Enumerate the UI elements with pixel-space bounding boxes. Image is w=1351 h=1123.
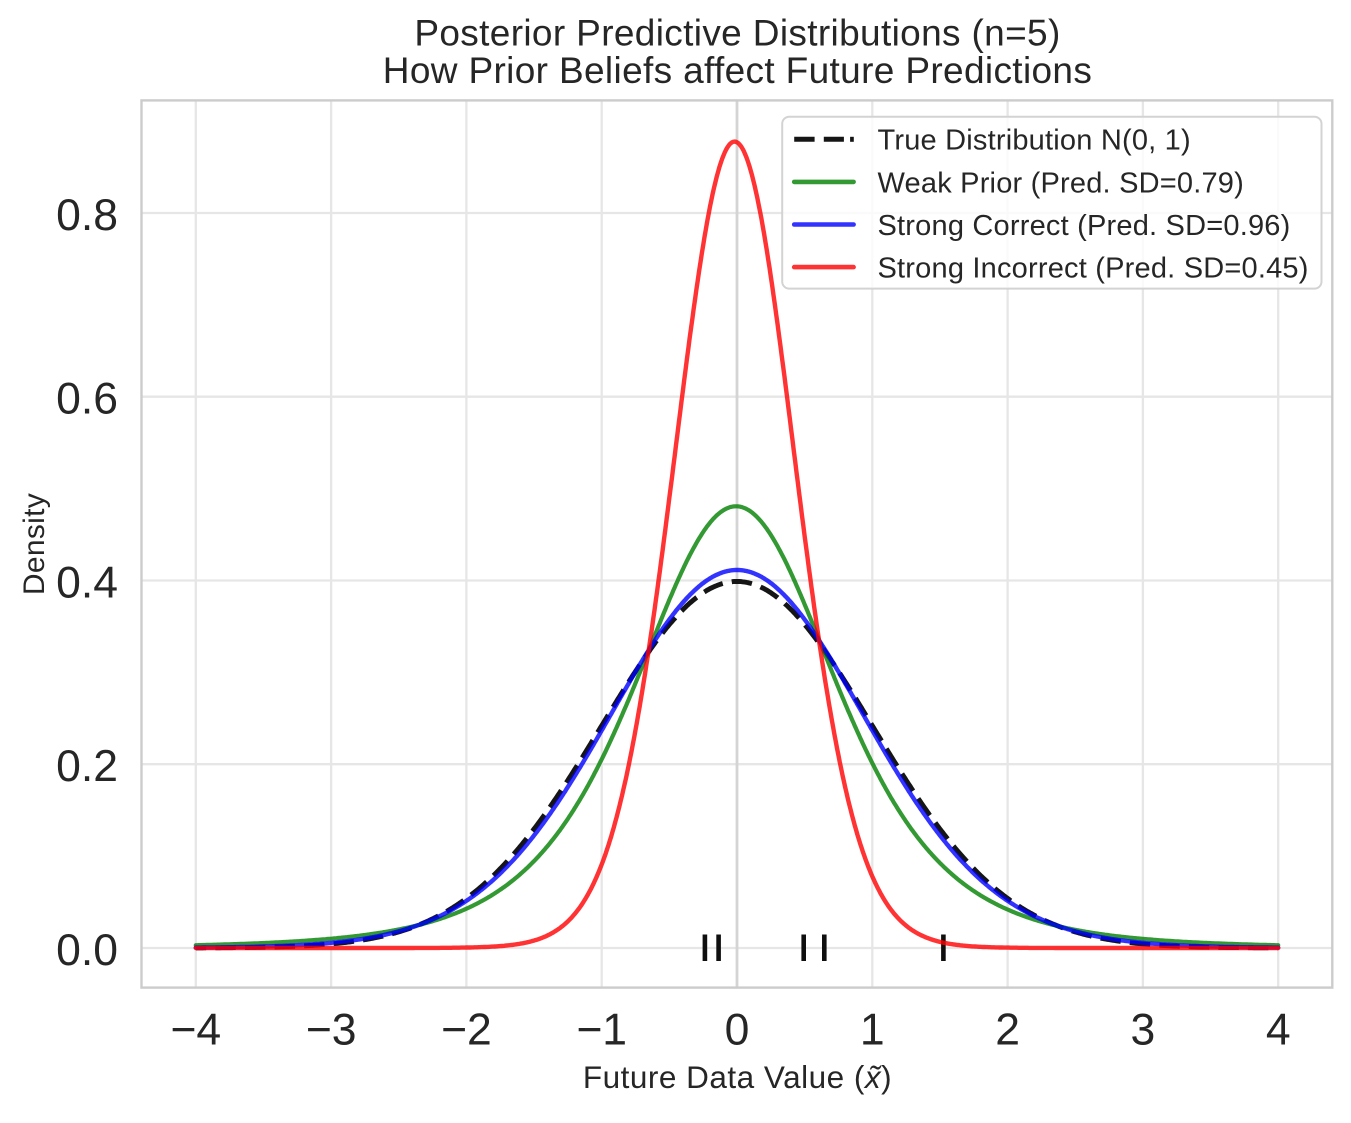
svg-text:0.6: 0.6	[56, 375, 118, 424]
svg-text:Strong Incorrect (Pred. SD=0.4: Strong Incorrect (Pred. SD=0.45)	[878, 253, 1309, 285]
svg-text:True Distribution N(0, 1): True Distribution N(0, 1)	[878, 125, 1191, 157]
svg-text:3: 3	[1131, 1006, 1156, 1055]
svg-text:−3: −3	[306, 1006, 357, 1055]
svg-text:−4: −4	[170, 1006, 221, 1055]
svg-text:0.8: 0.8	[56, 191, 118, 240]
svg-text:1: 1	[860, 1006, 885, 1055]
svg-text:Density: Density	[18, 493, 51, 595]
svg-text:Posterior Predictive Distribut: Posterior Predictive Distributions (n=5)	[414, 12, 1060, 53]
svg-text:Strong Correct (Pred. SD=0.96): Strong Correct (Pred. SD=0.96)	[878, 210, 1291, 242]
svg-text:Future Data Value (x̃): Future Data Value (x̃)	[583, 1059, 892, 1095]
svg-text:−1: −1	[576, 1006, 627, 1055]
svg-text:0.2: 0.2	[56, 742, 118, 791]
svg-text:0.4: 0.4	[56, 559, 118, 608]
svg-text:How Prior Beliefs affect Futur: How Prior Beliefs affect Future Predicti…	[383, 50, 1092, 91]
svg-text:4: 4	[1266, 1006, 1291, 1055]
svg-text:−2: −2	[441, 1006, 492, 1055]
svg-text:0: 0	[725, 1006, 750, 1055]
svg-text:2: 2	[995, 1006, 1020, 1055]
svg-text:0.0: 0.0	[56, 926, 118, 975]
svg-text:Weak Prior (Pred. SD=0.79): Weak Prior (Pred. SD=0.79)	[878, 167, 1245, 199]
